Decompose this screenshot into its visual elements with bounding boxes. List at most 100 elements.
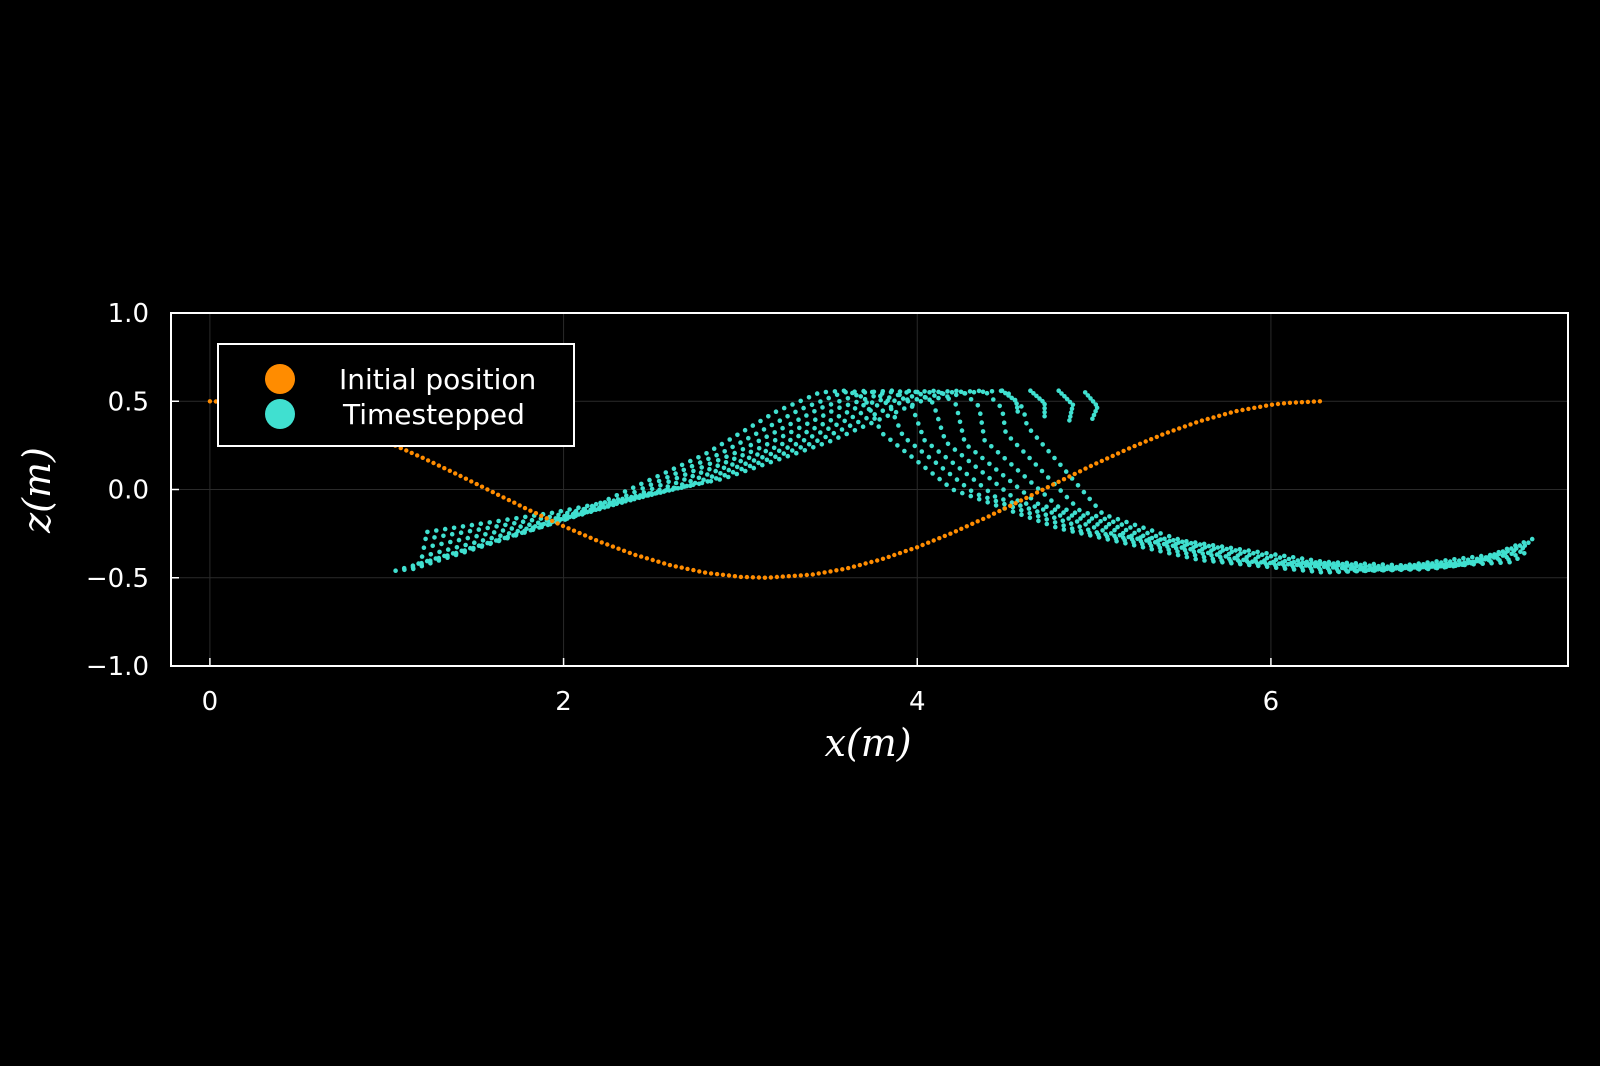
timestepped-point <box>1028 428 1034 434</box>
timestepped-point <box>1201 554 1207 560</box>
timestepped-point <box>941 434 947 439</box>
timestepped-point <box>982 438 987 443</box>
timestepped-point <box>1052 455 1057 461</box>
timestepped-point <box>943 454 948 460</box>
timestepped-point <box>959 453 965 458</box>
timestepped-point <box>705 472 710 477</box>
timestepped-point <box>1059 391 1064 396</box>
timestepped-point <box>441 533 446 539</box>
timestepped-point <box>1206 543 1212 549</box>
timestepped-point <box>1255 549 1260 555</box>
timestepped-point <box>656 478 662 484</box>
timestepped-point <box>993 503 999 508</box>
timestepped-point <box>711 446 717 452</box>
initial-position-point <box>1194 420 1199 425</box>
initial-position-point <box>1217 413 1222 418</box>
timestepped-point <box>1068 521 1074 526</box>
timestepped-point <box>1064 507 1069 513</box>
timestepped-point <box>523 514 528 520</box>
timestepped-point <box>463 542 468 548</box>
initial-position-point <box>750 575 756 580</box>
timestepped-point <box>1140 533 1146 539</box>
timestepped-point <box>1129 537 1135 542</box>
timestepped-point <box>705 479 710 484</box>
timestepped-point <box>1184 539 1189 544</box>
timestepped-point <box>1474 556 1480 562</box>
timestepped-point <box>585 503 590 509</box>
timestepped-point <box>520 519 526 524</box>
initial-position-point <box>673 564 678 569</box>
timestepped-point <box>1078 516 1083 521</box>
timestepped-point <box>1063 469 1069 474</box>
timestepped-point <box>655 474 660 479</box>
initial-position-point <box>582 533 588 538</box>
timestepped-point <box>1095 522 1100 527</box>
timestepped-point <box>1513 543 1518 548</box>
timestepped-point <box>722 449 727 454</box>
initial-position-point <box>605 542 610 547</box>
timestepped-point <box>913 389 918 395</box>
initial-position-point <box>436 463 442 468</box>
timestepped-point <box>802 448 808 453</box>
timestepped-point <box>1515 556 1520 561</box>
timestepped-point <box>862 396 868 402</box>
y-tick-label: −0.5 <box>86 564 149 594</box>
timestepped-point <box>738 458 743 464</box>
timestepped-point <box>458 530 464 535</box>
timestepped-point <box>852 428 858 433</box>
x-tick-label: 2 <box>555 687 572 717</box>
initial-position-point <box>1083 466 1088 471</box>
timestepped-point <box>1035 514 1041 519</box>
timestepped-point <box>1081 489 1087 495</box>
timestepped-point <box>1021 449 1026 454</box>
timestepped-point <box>421 545 427 550</box>
timestepped-point <box>748 449 754 455</box>
timestepped-point <box>1068 414 1073 419</box>
timestepped-point <box>1035 509 1040 514</box>
timestepped-point <box>1003 429 1008 434</box>
legend-box <box>217 343 575 447</box>
timestepped-point <box>1268 553 1274 559</box>
initial-position-point <box>1263 403 1269 408</box>
timestepped-point <box>1149 535 1155 541</box>
timestepped-point <box>1229 549 1234 555</box>
timestepped-point <box>955 410 961 416</box>
timestepped-point <box>1380 562 1386 567</box>
timestepped-point <box>1100 528 1105 533</box>
initial-position-point <box>869 559 874 565</box>
timestepped-point <box>1002 501 1007 507</box>
timestepped-point <box>1072 510 1078 515</box>
timestepped-point <box>962 391 968 396</box>
timestepped-point <box>567 507 572 512</box>
timestepped-point <box>1300 560 1306 566</box>
initial-position-point <box>1299 400 1305 405</box>
timestepped-point <box>1082 390 1088 395</box>
timestepped-point <box>951 487 957 493</box>
timestepped-point <box>515 528 521 534</box>
initial-position-point <box>495 492 501 497</box>
timestepped-point <box>1188 540 1194 546</box>
initial-position-point <box>959 526 964 531</box>
timestepped-point <box>949 390 955 395</box>
timestepped-point <box>1039 468 1045 474</box>
initial-position-point <box>948 531 953 536</box>
timestepped-point <box>1247 552 1252 558</box>
timestepped-point <box>527 522 532 527</box>
timestepped-point <box>1367 563 1372 568</box>
timestepped-point <box>454 545 460 550</box>
timestepped-point <box>1158 548 1163 554</box>
timestepped-point <box>895 443 900 448</box>
timestepped-point <box>1439 560 1444 565</box>
timestepped-point <box>1210 556 1216 562</box>
timestepped-point <box>804 413 809 418</box>
x-tick-label: 0 <box>202 687 219 717</box>
timestepped-point <box>1156 542 1161 547</box>
timestepped-point <box>1176 540 1181 545</box>
x-axis-label: x(m) <box>824 721 911 765</box>
initial-position-point <box>857 562 862 568</box>
initial-position-point <box>404 448 409 453</box>
timestepped-point <box>888 389 894 395</box>
timestepped-point <box>811 445 816 450</box>
timestepped-point <box>740 453 745 458</box>
initial-position-point <box>588 535 593 540</box>
